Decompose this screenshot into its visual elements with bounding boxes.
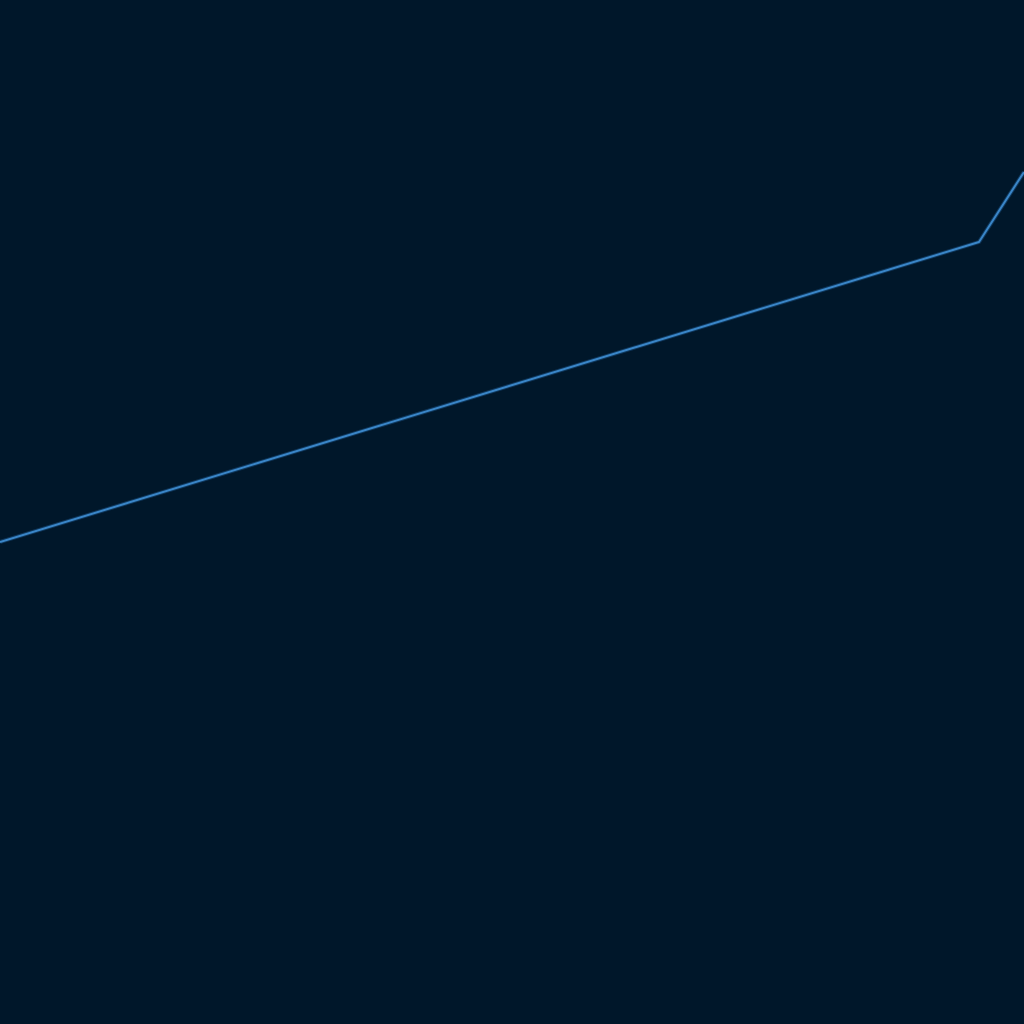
series-layer (0, 170, 1024, 544)
series-line-0 (0, 171, 1024, 543)
series-line-glow-0 (0, 170, 1024, 544)
